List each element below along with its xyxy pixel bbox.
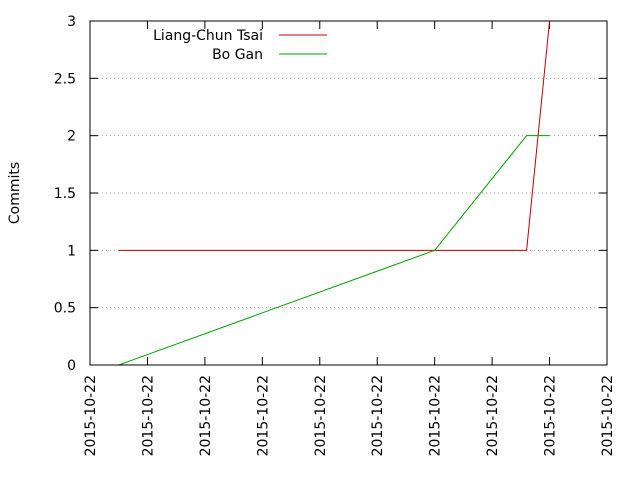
- y-tick-label: 0.5: [54, 301, 76, 317]
- x-tick-label: 2015-10-22: [600, 375, 616, 456]
- legend-label: Liang-Chun Tsai: [153, 28, 263, 44]
- x-tick-label: 2015-10-22: [198, 375, 214, 456]
- y-tick-label: 0: [67, 358, 76, 374]
- y-tick-label: 3: [67, 14, 76, 30]
- series-lines: [118, 20, 551, 366]
- grid-lines: [90, 77, 607, 309]
- y-tick-label: 2.5: [54, 71, 76, 87]
- legend: Liang-Chun Tsai Bo Gan: [153, 28, 327, 63]
- series-line: [118, 20, 551, 251]
- x-tick-label: 2015-10-22: [255, 375, 271, 456]
- x-tick-label: 2015-10-22: [83, 375, 99, 456]
- y-tick-label: 1.5: [54, 186, 76, 202]
- x-tick-label: 2015-10-22: [313, 375, 329, 456]
- axis-ticks: [89, 20, 608, 366]
- y-tick-label: 1: [67, 243, 76, 259]
- x-tick-label: 2015-10-22: [370, 375, 386, 456]
- y-tick-labels: 0 0.5 1 1.5 2 2.5 3: [54, 14, 76, 374]
- y-tick-label: 2: [67, 129, 76, 145]
- x-tick-label: 2015-10-22: [485, 375, 501, 456]
- x-tick-label: 2015-10-22: [428, 375, 444, 456]
- y-axis-label: Commits: [7, 162, 23, 224]
- plot-frame: [89, 20, 608, 366]
- series-line: [118, 135, 550, 366]
- x-tick-labels: 2015-10-22 2015-10-22 2015-10-22 2015-10-22…: [83, 375, 616, 456]
- x-tick-label: 2015-10-22: [543, 375, 559, 456]
- x-tick-label: 2015-10-22: [140, 375, 156, 456]
- legend-label: Bo Gan: [212, 47, 263, 63]
